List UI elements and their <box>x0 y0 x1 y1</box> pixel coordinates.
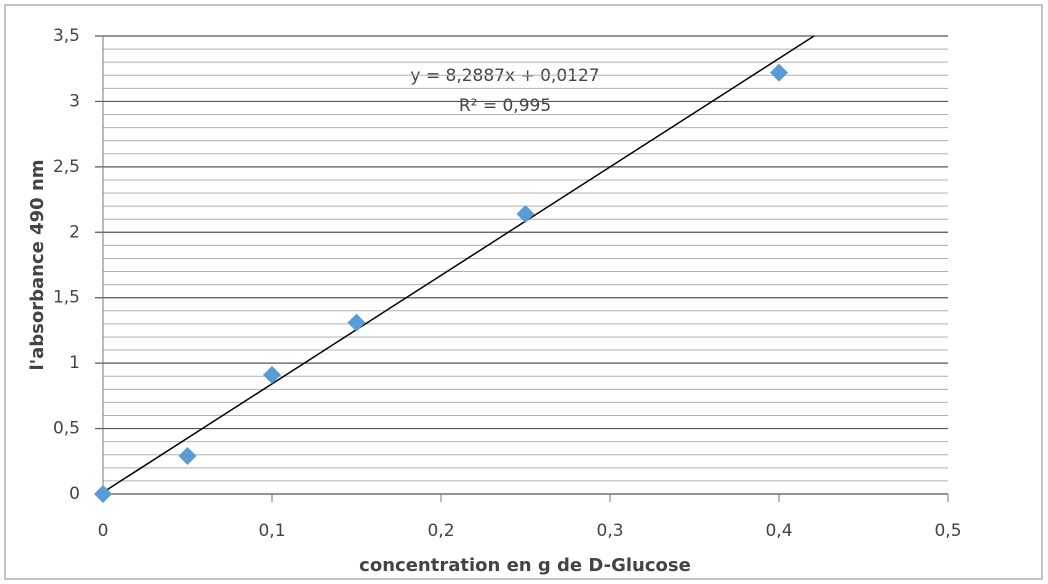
y-tick-label: 3 <box>69 91 80 111</box>
chart-frame <box>4 4 1043 580</box>
y-axis-label: l'absorbance 490 nm <box>27 159 48 370</box>
x-tick-label: 0 <box>98 521 109 541</box>
data-point <box>94 485 112 503</box>
data-point <box>178 447 197 466</box>
x-tick-label: 0,5 <box>934 521 961 541</box>
x-tick-label: 0,3 <box>596 521 623 541</box>
y-tick-label: 0,5 <box>53 419 80 439</box>
data-point <box>347 313 366 332</box>
y-tick-label: 1,5 <box>53 288 80 308</box>
trendline-equation: y = 8,2887x + 0,0127 <box>410 66 599 86</box>
x-tick-label: 0,4 <box>765 521 792 541</box>
x-tick-label: 0,2 <box>427 521 454 541</box>
y-tick-label: 1 <box>69 353 80 373</box>
x-axis-label: concentration en g de D-Glucose <box>359 555 691 576</box>
data-point <box>516 204 535 223</box>
data-point <box>770 63 788 82</box>
y-tick-label: 2,5 <box>53 157 80 177</box>
y-tick-label: 2 <box>69 222 80 242</box>
trendline <box>102 35 815 493</box>
trendline-r2: R² = 0,995 <box>459 96 551 116</box>
y-tick-label: 3,5 <box>53 26 80 46</box>
x-tick-label: 0,1 <box>258 521 285 541</box>
data-point <box>263 365 281 384</box>
y-tick-label: 0 <box>69 484 80 504</box>
